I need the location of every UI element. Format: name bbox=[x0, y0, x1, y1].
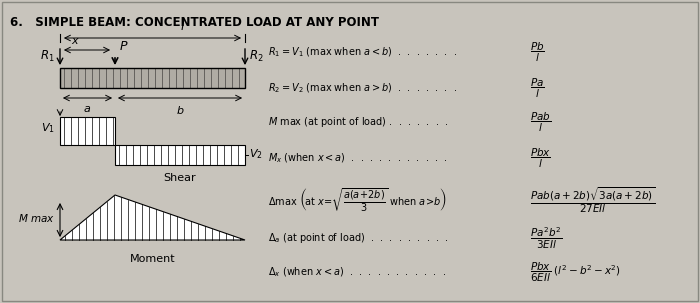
Text: $b$: $b$ bbox=[176, 104, 184, 116]
Text: $\dfrac{Pab}{l}$: $\dfrac{Pab}{l}$ bbox=[530, 110, 551, 134]
Text: $V_1$: $V_1$ bbox=[41, 121, 55, 135]
Text: $\Delta_a$ (at point of load)  .  .  .  .  .  .  .  .  .: $\Delta_a$ (at point of load) . . . . . … bbox=[268, 231, 449, 245]
Text: Moment: Moment bbox=[130, 254, 175, 264]
Text: $V_2$: $V_2$ bbox=[249, 147, 262, 161]
Text: $M$ max: $M$ max bbox=[18, 211, 55, 224]
Text: $M$ max (at point of load) .  .  .  .  .  .  .: $M$ max (at point of load) . . . . . . . bbox=[268, 115, 449, 129]
Text: $x$: $x$ bbox=[71, 36, 80, 46]
Bar bbox=[60, 68, 245, 88]
Text: $\Delta$max $\left(\!\mathrm{at}\ x\!=\!\sqrt{\dfrac{a(a\!+\!2b)}{3}}\ \mathrm{w: $\Delta$max $\left(\!\mathrm{at}\ x\!=\!… bbox=[268, 186, 447, 214]
Text: $\dfrac{Pab(a+2b)\sqrt{3a(a+2b)}}{27EIl}$: $\dfrac{Pab(a+2b)\sqrt{3a(a+2b)}}{27EIl}… bbox=[530, 185, 655, 215]
Text: 6.   SIMPLE BEAM: CONCENTRATED LOAD AT ANY POINT: 6. SIMPLE BEAM: CONCENTRATED LOAD AT ANY… bbox=[10, 16, 379, 29]
Text: $\dfrac{Pa^2b^2}{3EIl}$: $\dfrac{Pa^2b^2}{3EIl}$ bbox=[530, 225, 562, 251]
Text: Shear: Shear bbox=[164, 173, 196, 183]
Text: $\dfrac{Pbx}{l}$: $\dfrac{Pbx}{l}$ bbox=[530, 146, 551, 170]
Text: $\dfrac{Pb}{l}$: $\dfrac{Pb}{l}$ bbox=[530, 40, 545, 64]
Text: $R_1$: $R_1$ bbox=[41, 48, 55, 64]
Text: $R_2 = V_2$ (max when $a > b$)  .  .  .  .  .  .  .: $R_2 = V_2$ (max when $a > b$) . . . . .… bbox=[268, 81, 457, 95]
Bar bbox=[60, 117, 115, 145]
Text: $M_x$ (when $x < a$)  .  .  .  .  .  .  .  .  .  .  .: $M_x$ (when $x < a$) . . . . . . . . . .… bbox=[268, 151, 448, 165]
Text: $\dfrac{Pbx}{6EIl}$ $(l^2 - b^2 - x^2)$: $\dfrac{Pbx}{6EIl}$ $(l^2 - b^2 - x^2)$ bbox=[530, 260, 621, 284]
Text: $a$: $a$ bbox=[83, 104, 92, 114]
Text: $\Delta_x$ (when $x < a$)  .  .  .  .  .  .  .  .  .  .  .: $\Delta_x$ (when $x < a$) . . . . . . . … bbox=[268, 265, 446, 279]
Text: $P$: $P$ bbox=[119, 40, 129, 53]
Text: $R_1 = V_1$ (max when $a < b$)  .  .  .  .  .  .  .: $R_1 = V_1$ (max when $a < b$) . . . . .… bbox=[268, 45, 457, 59]
Text: $l$: $l$ bbox=[180, 19, 186, 33]
Bar bbox=[115, 145, 245, 165]
Polygon shape bbox=[60, 195, 245, 240]
Text: $R_2$: $R_2$ bbox=[249, 48, 264, 64]
Text: $\dfrac{Pa}{l}$: $\dfrac{Pa}{l}$ bbox=[530, 76, 545, 100]
